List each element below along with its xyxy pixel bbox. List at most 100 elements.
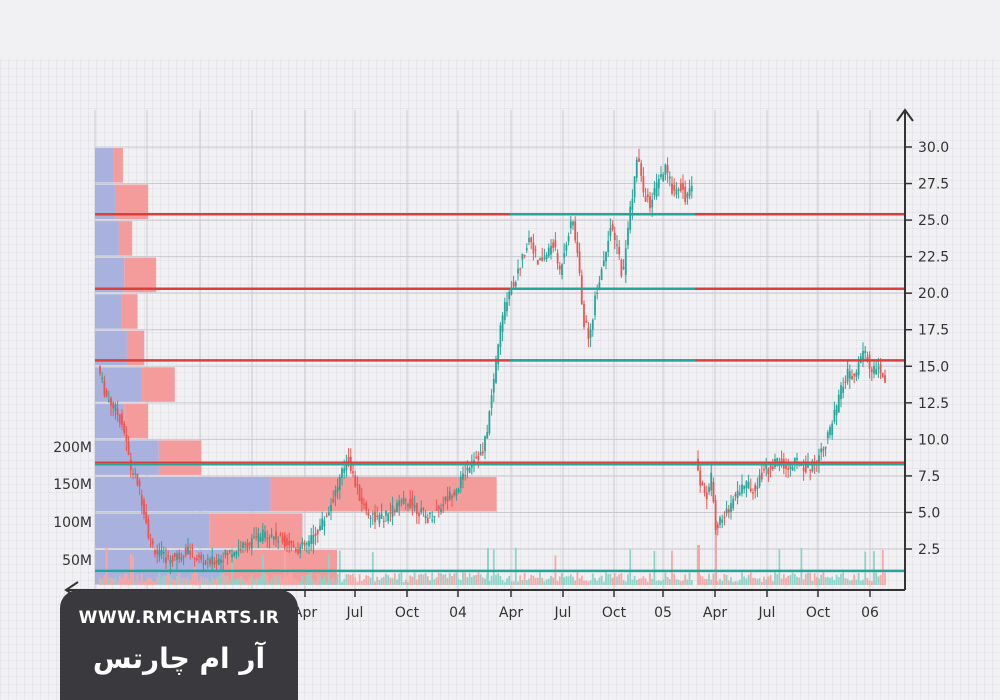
candle-body	[204, 560, 207, 565]
candle-body	[193, 558, 196, 560]
volume-bar	[532, 575, 535, 585]
candle-body	[380, 513, 383, 519]
candle-body	[292, 544, 295, 547]
volume-profile-down-bar	[118, 221, 133, 256]
candle-body	[501, 315, 504, 332]
volume-bar	[103, 575, 106, 585]
candle-body	[638, 158, 640, 162]
candle-body	[486, 432, 489, 439]
volume-bar	[371, 552, 374, 585]
volume-bar	[292, 578, 295, 585]
volume-bar	[565, 576, 568, 585]
volume-bar	[125, 572, 128, 585]
candle-body	[635, 159, 638, 178]
volume-bar	[741, 572, 743, 585]
volume-bar	[426, 576, 429, 585]
candle-body	[552, 242, 555, 248]
candle-body	[268, 537, 271, 539]
volume-bar	[470, 577, 473, 585]
candle-body	[176, 553, 178, 560]
candle-body	[191, 547, 194, 549]
volume-bar	[402, 581, 405, 585]
volume-bar	[776, 574, 779, 585]
volume-bar	[466, 577, 469, 585]
candle-body	[853, 373, 856, 376]
candle-body	[103, 380, 106, 396]
volume-bar	[156, 576, 159, 585]
candle-body	[341, 468, 343, 478]
candle-body	[475, 456, 478, 458]
volume-bar	[719, 578, 721, 585]
candle-body	[367, 512, 370, 516]
volume-profile-down-bar	[124, 403, 149, 439]
candle-body	[437, 505, 440, 509]
candle-body	[736, 490, 739, 498]
volume-bar	[826, 576, 829, 585]
volume-bar	[879, 575, 882, 585]
volume-bar	[145, 580, 148, 585]
volume-bar	[534, 577, 537, 585]
candle-body	[495, 358, 497, 383]
candle-body	[352, 471, 354, 474]
volume-bar	[283, 548, 286, 585]
candle-body	[250, 538, 253, 549]
volume-bar	[684, 574, 687, 585]
candle-body	[616, 244, 618, 246]
volume-bar	[215, 577, 218, 585]
volume-bar	[228, 580, 231, 585]
horizontal-levels	[95, 212, 905, 573]
candle-body	[149, 538, 152, 540]
volume-bar	[321, 579, 324, 585]
candle-body	[699, 470, 702, 486]
candle-body	[596, 292, 599, 295]
volume-bar	[481, 577, 484, 585]
candle-body	[171, 556, 174, 562]
candle-body	[519, 268, 522, 270]
volume-bar	[303, 581, 306, 585]
volume-bar	[556, 581, 559, 585]
candle-body	[213, 562, 216, 565]
candle-body	[162, 552, 165, 554]
time-tick-label: 04	[449, 605, 467, 621]
candle-body	[508, 291, 511, 300]
candle-body	[583, 304, 585, 328]
price-axis-ticks: 2.5 5.0 7.5 10.0 12.5 15.0 17.5 20.0 22.5 25.0 27.…	[905, 140, 949, 558]
candle-body	[374, 511, 376, 523]
candle-body	[244, 543, 247, 545]
candle-body	[466, 467, 469, 471]
volume-bar	[574, 580, 577, 585]
candle-body	[189, 550, 192, 555]
watermark-url: WWW.RMCHARTS.IR	[78, 608, 280, 628]
candle-body	[488, 411, 491, 434]
volume-bar	[407, 581, 409, 585]
candle-body	[484, 436, 486, 452]
candle-body	[701, 482, 704, 486]
volume-bar	[422, 574, 425, 585]
candle-body	[651, 199, 654, 208]
volume-bar	[501, 580, 504, 585]
volume-bar	[796, 576, 798, 585]
candle-body	[187, 546, 189, 555]
candle-body	[734, 494, 737, 497]
volume-bar	[123, 574, 126, 585]
candle-body	[811, 461, 814, 472]
volume-bar	[605, 572, 607, 585]
volume-bar	[110, 577, 112, 585]
volume-bar	[809, 572, 812, 585]
candle-body	[442, 504, 445, 507]
candle-body	[453, 491, 456, 496]
volume-bar	[870, 581, 873, 585]
candle-body	[864, 350, 867, 354]
time-tick-label: Apr	[703, 605, 727, 621]
candle-body	[369, 517, 372, 520]
volume-bar	[758, 578, 761, 585]
candle-body	[275, 531, 277, 541]
volume-bar	[866, 578, 869, 585]
candle-body	[793, 457, 796, 462]
candle-body	[136, 473, 139, 486]
candle-body	[283, 535, 286, 547]
candle-body	[705, 492, 708, 500]
volume-bar	[644, 578, 647, 585]
candle-body	[727, 509, 730, 513]
